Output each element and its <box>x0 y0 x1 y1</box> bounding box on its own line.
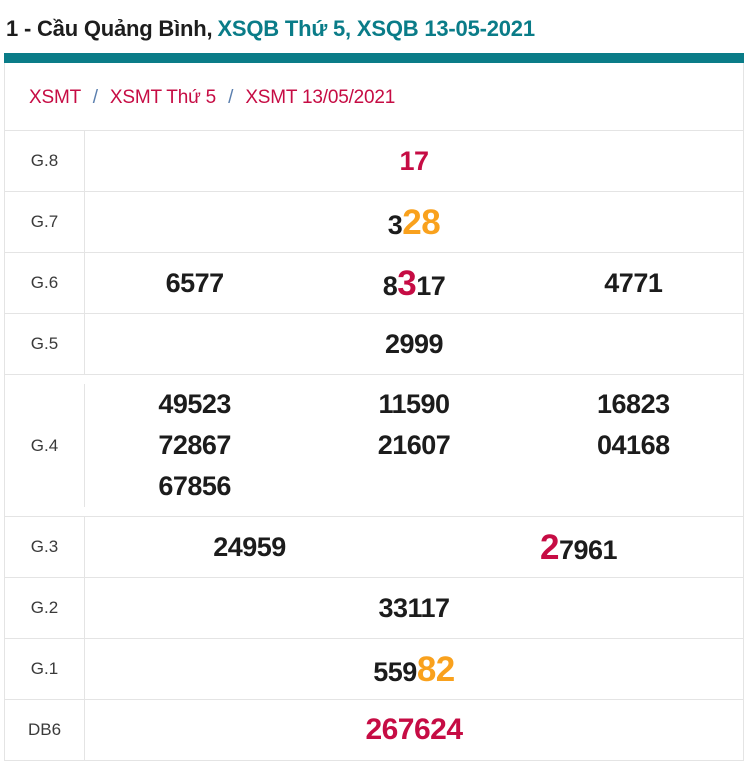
prize-number: 33117 <box>85 588 743 629</box>
digit-segment: 2 <box>539 527 559 567</box>
digit-segment: 8 <box>382 270 398 301</box>
prize-values: 17 <box>85 141 743 182</box>
prize-values: 49523 72867 67856 11590 21607 16823 04168 <box>85 384 743 507</box>
prize-values: 6577 8317 4771 <box>85 259 743 308</box>
prize-cell: 4771 <box>524 263 743 304</box>
digit-segment: 17 <box>399 145 429 176</box>
results-table: G.8 17 G.7 328 G.6 6577 8317 4771 G.5 2999 G.4 4952… <box>5 130 743 761</box>
prize-cell: 6577 <box>85 263 304 304</box>
prize-cell: 24959 <box>85 527 414 568</box>
digit-segment: 2999 <box>384 328 444 359</box>
prize-cell: 17 <box>85 141 743 182</box>
prize-number: 8317 <box>304 259 523 308</box>
prize-number: 4771 <box>524 263 743 304</box>
digit-segment: 49523 <box>158 389 231 419</box>
prize-row-g1: G.1 55982 <box>5 639 743 700</box>
prize-cell: 55982 <box>85 645 743 694</box>
prize-number: 72867 <box>85 425 304 466</box>
prize-label: G.7 <box>5 192 85 252</box>
breadcrumb-link-xsmt-thu-5[interactable]: XSMT Thứ 5 <box>109 87 217 108</box>
prize-number: 267624 <box>85 708 743 752</box>
breadcrumb-link-xsmt-date[interactable]: XSMT 13/05/2021 <box>245 87 396 108</box>
prize-number: 27961 <box>414 523 743 572</box>
prize-number: 67856 <box>85 466 304 507</box>
prize-number: 49523 <box>85 384 304 425</box>
results-panel-body: XSMT / XSMT Thứ 5 / XSMT 13/05/2021 G.8 1… <box>4 63 744 761</box>
prize-row-db6: DB6 267624 <box>5 700 743 761</box>
digit-segment: 559 <box>373 656 417 687</box>
prize-row-g5: G.5 2999 <box>5 314 743 375</box>
prize-cell: 2999 <box>85 324 743 365</box>
prize-number: 6577 <box>85 263 304 304</box>
prize-cell: 267624 <box>85 708 743 752</box>
page-title-prefix: 1 - Cầu Quảng Bình, <box>6 16 213 41</box>
prize-label: G.1 <box>5 639 85 699</box>
digit-segment: 6577 <box>165 267 225 298</box>
prize-number: 16823 <box>524 384 743 425</box>
prize-number: 21607 <box>304 425 523 466</box>
breadcrumb-separator: / <box>92 87 98 108</box>
results-panel: XSMT / XSMT Thứ 5 / XSMT 13/05/2021 G.8 1… <box>4 53 744 761</box>
prize-values: 267624 <box>85 708 743 752</box>
prize-cell: 33117 <box>85 588 743 629</box>
prize-number: 04168 <box>524 425 743 466</box>
prize-values: 33117 <box>85 588 743 629</box>
prize-label: G.3 <box>5 517 85 577</box>
digit-segment: 21607 <box>377 430 451 460</box>
prize-label: G.6 <box>5 253 85 313</box>
prize-cell: 328 <box>85 198 743 247</box>
prize-number: 11590 <box>304 384 523 425</box>
prize-row-g3: G.3 24959 27961 <box>5 517 743 578</box>
digit-segment: 28 <box>402 202 441 242</box>
digit-segment: 3 <box>397 263 417 303</box>
prize-cell: 27961 <box>414 523 743 572</box>
breadcrumb-separator: / <box>228 87 234 108</box>
prize-row-g8: G.8 17 <box>5 131 743 192</box>
prize-values: 24959 27961 <box>85 523 743 572</box>
prize-label: G.5 <box>5 314 85 374</box>
digit-segment: 16823 <box>597 389 670 419</box>
prize-number: 24959 <box>85 527 414 568</box>
prize-values: 55982 <box>85 645 743 694</box>
prize-number: 2999 <box>85 324 743 365</box>
prize-row-g4: G.4 49523 72867 67856 11590 21607 16823 04168 <box>5 375 743 517</box>
prize-label: G.8 <box>5 131 85 191</box>
digit-segment: 24959 <box>213 531 286 562</box>
digit-segment: 11590 <box>378 389 450 419</box>
prize-number: 55982 <box>85 645 743 694</box>
prize-cell: 49523 72867 67856 <box>85 384 304 507</box>
teal-divider-bar <box>4 53 744 63</box>
breadcrumb-link-xsmt[interactable]: XSMT <box>29 87 81 108</box>
breadcrumb: XSMT / XSMT Thứ 5 / XSMT 13/05/2021 <box>5 63 743 130</box>
digit-segment: 7961 <box>558 534 618 565</box>
prize-cell: 11590 21607 <box>304 384 523 466</box>
prize-cell: 8317 <box>304 259 523 308</box>
digit-segment: 82 <box>416 649 455 689</box>
prize-row-g2: G.2 33117 <box>5 578 743 639</box>
prize-row-g7: G.7 328 <box>5 192 743 253</box>
digit-segment: 04168 <box>597 430 670 460</box>
prize-label: G.4 <box>5 384 85 507</box>
digit-segment: 17 <box>416 270 446 301</box>
digit-segment: 67856 <box>158 471 231 501</box>
digit-segment: 33117 <box>378 592 450 623</box>
page-title-draw-info: XSQB Thứ 5, XSQB 13-05-2021 <box>217 16 535 41</box>
digit-segment: 72867 <box>158 430 231 460</box>
prize-label: G.2 <box>5 578 85 638</box>
prize-number: 17 <box>85 141 743 182</box>
prize-values: 328 <box>85 198 743 247</box>
prize-number: 328 <box>85 198 743 247</box>
prize-cell: 16823 04168 <box>524 384 743 466</box>
prize-label: DB6 <box>5 700 85 760</box>
digit-segment: 267624 <box>365 713 463 746</box>
prize-row-g6: G.6 6577 8317 4771 <box>5 253 743 314</box>
prize-values: 2999 <box>85 324 743 365</box>
digit-segment: 4771 <box>604 267 663 298</box>
digit-segment: 3 <box>387 209 403 240</box>
page-title: 1 - Cầu Quảng Bình, XSQB Thứ 5, XSQB 13-0… <box>6 16 744 42</box>
